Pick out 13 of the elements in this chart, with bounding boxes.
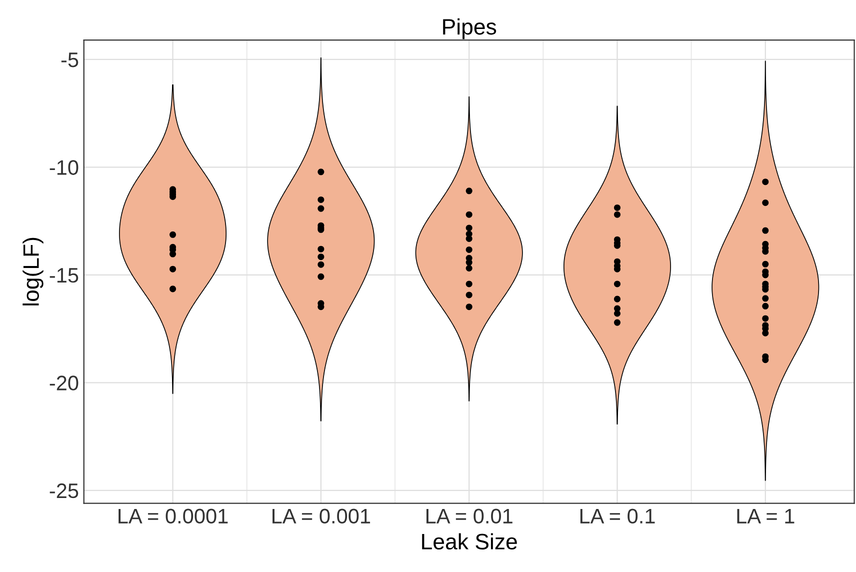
x-tick-label: LA = 0.0001	[118, 508, 228, 524]
x-tick-label: LA = 0.001	[272, 508, 370, 524]
x-axis-title: Leak Size	[422, 533, 517, 550]
chart-title: Pipes	[443, 18, 496, 40]
y-tick-label: -25	[50, 483, 78, 498]
y-axis-title: log(LF)	[22, 238, 44, 306]
x-tick-label: LA = 0.1	[580, 508, 655, 524]
y-tick-label: -15	[50, 268, 78, 283]
y-tick-label: -10	[50, 160, 78, 175]
y-tick-label: -5	[61, 52, 78, 68]
y-tick-label: -20	[50, 376, 78, 390]
x-tick-label: LA = 1	[737, 508, 794, 524]
x-tick-label: LA = 0.01	[426, 508, 512, 524]
